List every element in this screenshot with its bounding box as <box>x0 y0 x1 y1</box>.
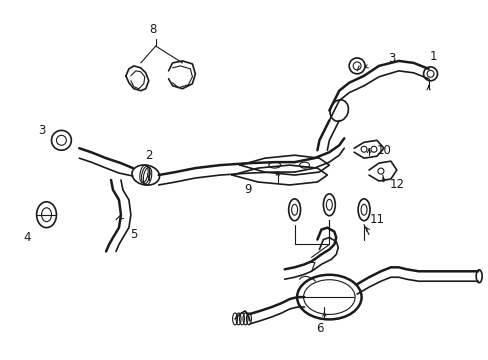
Text: 5: 5 <box>130 228 137 241</box>
Text: 1: 1 <box>429 50 436 63</box>
Text: 2: 2 <box>145 149 152 162</box>
Text: 3: 3 <box>387 53 395 66</box>
Text: 3: 3 <box>38 124 45 137</box>
Text: 4: 4 <box>23 231 30 244</box>
Text: 12: 12 <box>388 179 404 192</box>
Text: 6: 6 <box>315 322 323 336</box>
Text: 10: 10 <box>376 144 390 157</box>
Text: 8: 8 <box>149 23 156 36</box>
Text: 11: 11 <box>369 213 384 226</box>
Text: 7: 7 <box>308 261 316 274</box>
Text: 9: 9 <box>244 184 251 197</box>
